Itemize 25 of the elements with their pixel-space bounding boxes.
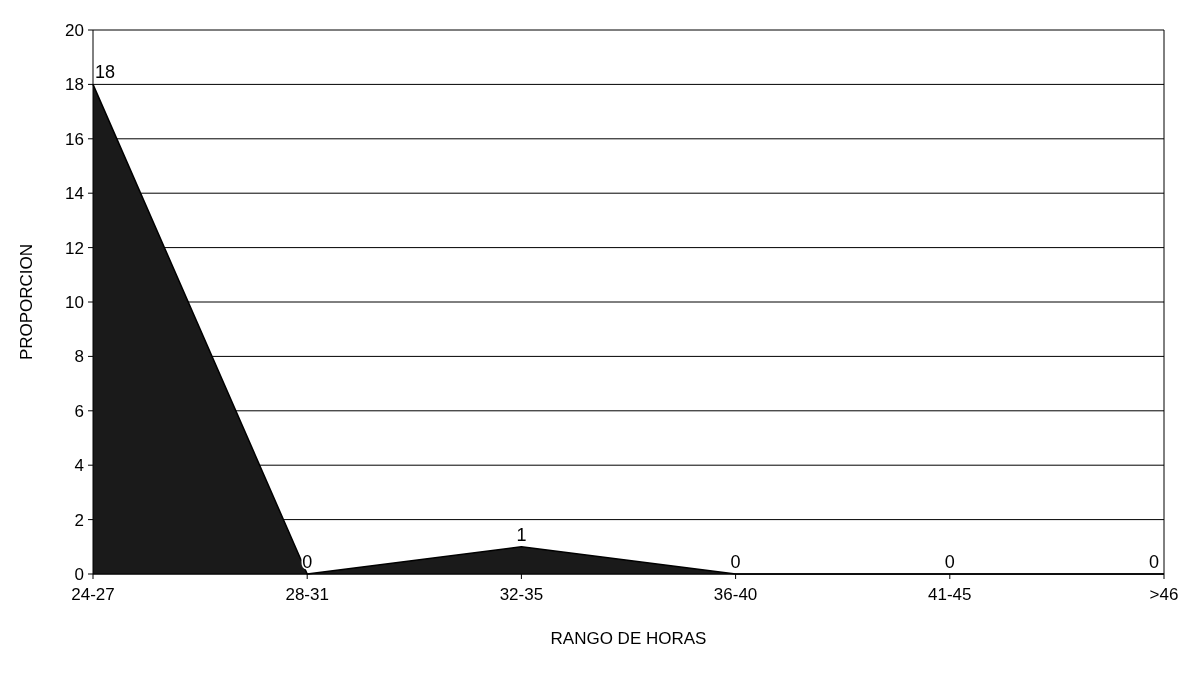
y-tick-label: 8 bbox=[74, 347, 84, 367]
x-axis-title: RANGO DE HORAS bbox=[550, 629, 707, 648]
data-label: 1 bbox=[516, 524, 527, 545]
y-tick-label: 12 bbox=[65, 238, 84, 258]
x-tick-label: 28-31 bbox=[285, 585, 329, 604]
x-tick-label: 36-40 bbox=[713, 585, 758, 604]
data-label: 0 bbox=[730, 552, 741, 572]
x-tick-label: >46 bbox=[1149, 585, 1179, 604]
data-label: 0 bbox=[1148, 552, 1160, 572]
y-axis-title: PROPORCION bbox=[17, 243, 36, 361]
y-tick-label: 14 bbox=[65, 184, 84, 204]
y-tick-label: 2 bbox=[74, 510, 84, 530]
y-tick-label: 0 bbox=[74, 564, 84, 584]
y-tick-label: 18 bbox=[65, 75, 84, 95]
data-label: 18 bbox=[94, 62, 116, 83]
y-tick-label: 4 bbox=[74, 456, 84, 476]
y-tick-label: 6 bbox=[74, 401, 84, 421]
x-tick-label: 24-27 bbox=[71, 585, 115, 604]
y-tick-label: 20 bbox=[65, 20, 84, 40]
y-tick-label: 10 bbox=[65, 292, 84, 312]
y-tick-label: 16 bbox=[65, 129, 84, 149]
data-label: 0 bbox=[944, 552, 955, 572]
x-tick-label: 32-35 bbox=[499, 585, 544, 604]
data-label: 0 bbox=[302, 552, 313, 572]
x-tick-label: 41-45 bbox=[928, 585, 972, 604]
